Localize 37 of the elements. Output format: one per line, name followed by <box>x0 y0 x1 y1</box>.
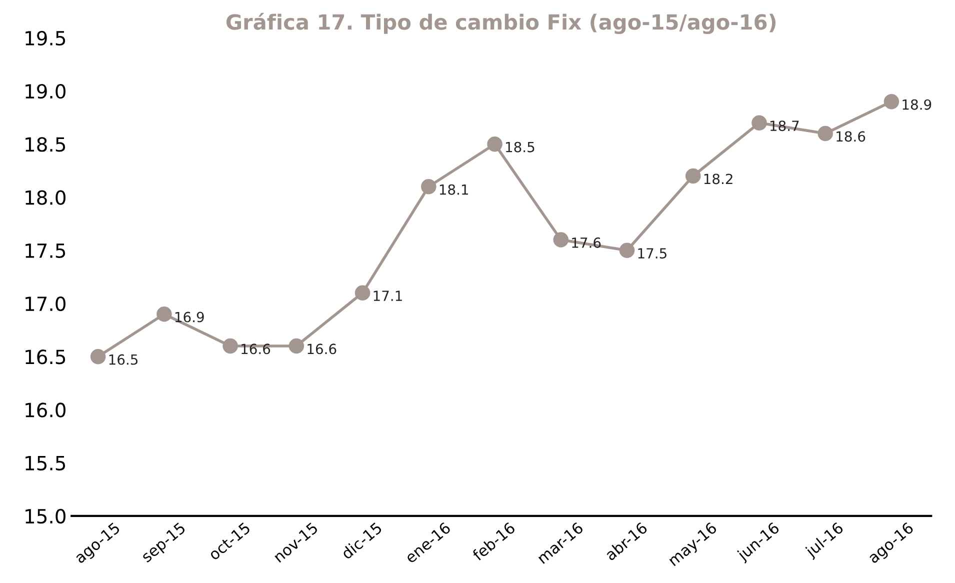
y-tick-label: 18.0 <box>26 190 66 205</box>
y-tick-label: 19.0 <box>26 84 66 99</box>
point <box>487 136 502 152</box>
point <box>288 338 304 354</box>
data-label: 18.1 <box>440 184 468 195</box>
y-tick-label: 15.5 <box>26 456 66 470</box>
data-label: 18.6 <box>836 131 866 142</box>
y-tick-label: 16.0 <box>26 402 66 418</box>
y-tick-label: 16.5 <box>26 350 66 364</box>
y-tick-label: 18.5 <box>26 137 66 152</box>
data-label: 18.7 <box>770 120 799 132</box>
data-label: 16.6 <box>242 344 270 354</box>
point <box>222 338 238 354</box>
y-tick-label: 15.0 <box>26 508 66 524</box>
data-label: 16.9 <box>175 312 204 322</box>
data-label: 16.6 <box>308 344 336 354</box>
point <box>90 348 106 364</box>
data-label: 17.5 <box>638 248 666 259</box>
point <box>421 178 436 194</box>
point <box>752 115 767 131</box>
point <box>685 168 701 184</box>
point <box>553 232 569 248</box>
point <box>884 94 900 110</box>
y-tick-label: 17.5 <box>26 244 66 258</box>
data-label: 16.5 <box>109 354 138 365</box>
data-label: 17.1 <box>374 290 402 301</box>
data-label: 17.6 <box>572 237 601 248</box>
data-label: 18.2 <box>704 174 732 184</box>
data-label: 18.9 <box>902 99 932 110</box>
data-label: 18.5 <box>506 142 534 152</box>
point <box>619 242 635 258</box>
point <box>156 306 172 322</box>
point <box>818 126 833 142</box>
chart-title: Gráfica 17. Tipo de cambio Fix (ago-15/ago-16) <box>226 12 776 34</box>
y-tick-label: 17.0 <box>26 296 66 312</box>
point <box>354 285 370 300</box>
y-tick-label: 19.5 <box>26 30 66 46</box>
